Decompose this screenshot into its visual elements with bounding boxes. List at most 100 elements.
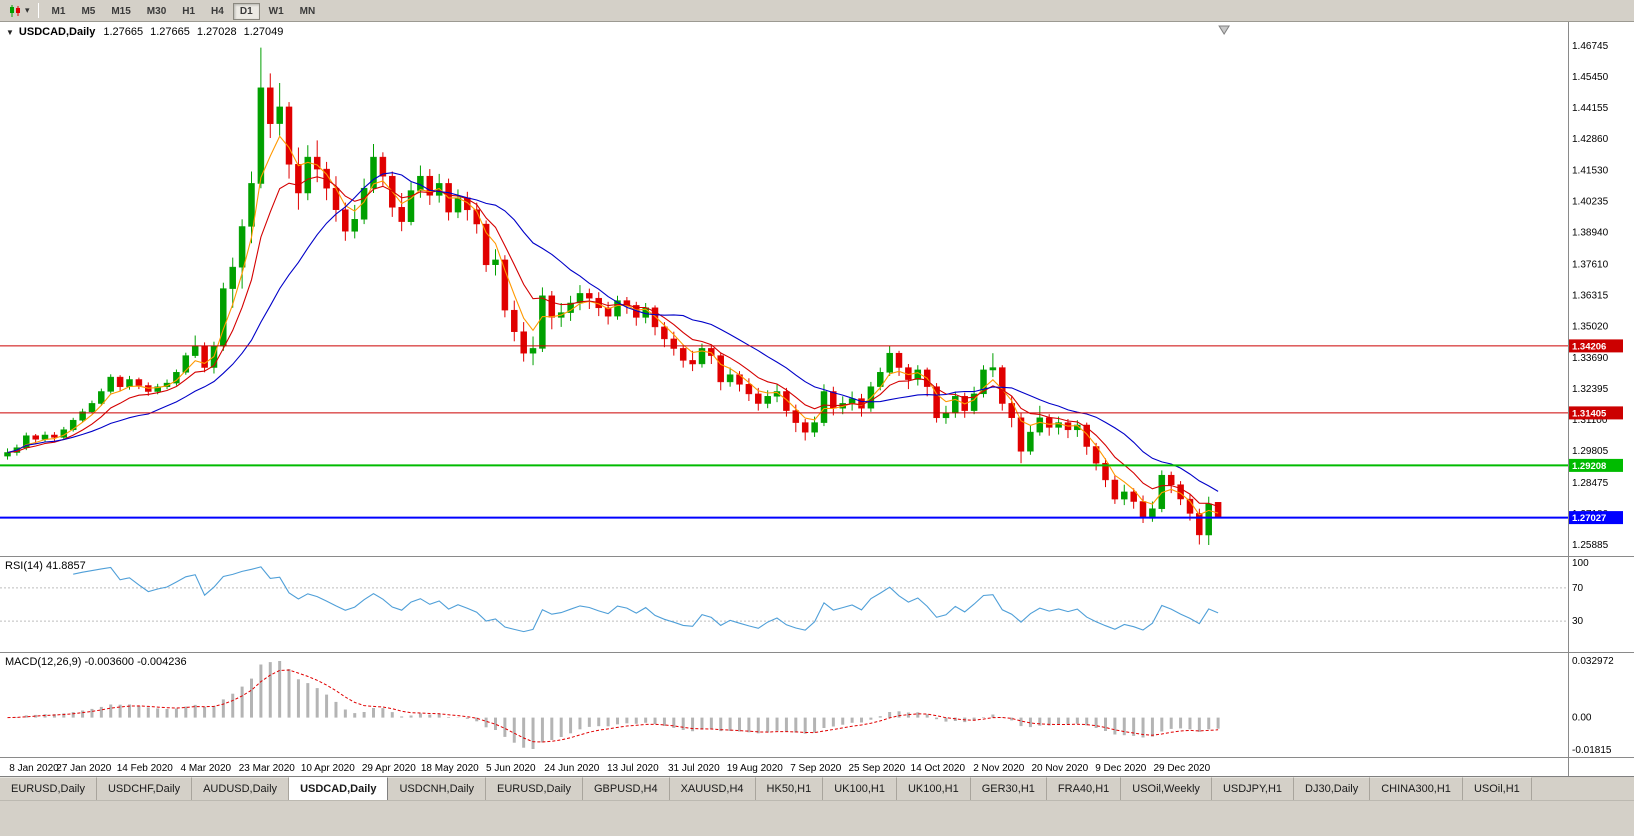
price-axis-label: 1.38940 (1572, 228, 1609, 239)
price-tag-label: 1.29208 (1572, 461, 1606, 472)
price-axis-label: 1.29805 (1572, 446, 1609, 457)
chart-tab-xauusd-h4[interactable]: XAUUSD,H4 (669, 777, 756, 800)
price-axis-label: 1.40235 (1572, 197, 1609, 208)
timeframe-button-d1[interactable]: D1 (232, 3, 260, 20)
timeframe-button-h1[interactable]: H1 (175, 3, 202, 20)
chart-ohlc-header: ▼ USDCAD,Daily 1.27665 1.27665 1.27028 1.2704… (6, 26, 290, 38)
time-axis-label: 10 Apr 2020 (301, 763, 355, 774)
chart-type-icon[interactable] (5, 2, 25, 20)
price-axis-label: 1.32395 (1572, 384, 1609, 395)
macd-indicator-label: MACD(12,26,9) -0.003600 -0.004236 (5, 656, 187, 668)
price-tag (1568, 406, 1623, 420)
price-axis-label: 1.35020 (1572, 321, 1609, 332)
rsi-axis-label: 100 (1572, 558, 1589, 569)
chart-tab-usdcad-daily[interactable]: USDCAD,Daily (289, 777, 389, 800)
price-axis-label: 1.36315 (1572, 290, 1609, 301)
chart-area[interactable]: 1.46745 1.45450 1.44155 1.42860 1.41530 1.402… (0, 22, 1634, 776)
chart-tab-usdcnh-daily[interactable]: USDCNH,Daily (388, 777, 487, 800)
time-axis-label: 31 Jul 2020 (668, 763, 720, 774)
timeframe-button-m30[interactable]: M30 (140, 3, 173, 20)
price-tag-label: 1.31405 (1572, 408, 1607, 419)
time-axis-label: 13 Jul 2020 (607, 763, 659, 774)
chart-tab-hk50-h1[interactable]: HK50,H1 (755, 777, 824, 800)
time-axis-label: 14 Feb 2020 (117, 763, 174, 774)
time-axis-label: 25 Sep 2020 (848, 763, 905, 774)
time-axis-label: 18 May 2020 (421, 763, 479, 774)
rsi-axis-label: 70 (1572, 583, 1584, 594)
chart-tab-eurusd-daily[interactable]: EURUSD,Daily (486, 777, 583, 800)
timeframe-button-w1[interactable]: W1 (262, 3, 291, 20)
chart-tab-eurusd-daily[interactable]: EURUSD,Daily (0, 777, 97, 800)
chart-tab-dj30-daily[interactable]: DJ30,Daily (1294, 777, 1371, 800)
time-axis-label: 14 Oct 2020 (911, 763, 966, 774)
toolbar-dropdown-caret-icon[interactable]: ▾ (25, 5, 30, 15)
timeframe-button-m15[interactable]: M15 (104, 3, 137, 20)
moving-average-slow (7, 172, 1219, 492)
time-axis-label: 20 Nov 2020 (1031, 763, 1088, 774)
macd-axis-label: 0.032972 (1572, 656, 1614, 667)
price-axis-label: 1.28475 (1572, 478, 1609, 489)
chart-tab-usdjpy-h1[interactable]: USDJPY,H1 (1211, 777, 1295, 800)
rsi-axis-label: 30 (1572, 616, 1584, 627)
chart-tabs-bar: EURUSD,Daily USDCHF,Daily AUDUSD,Daily USDC… (0, 776, 1634, 800)
time-axis-label: 24 Jun 2020 (544, 763, 599, 774)
timeframe-button-h4[interactable]: H4 (204, 3, 231, 20)
collapse-ohlc-icon[interactable]: ▼ (6, 28, 14, 37)
chart-tab-fra40-h1[interactable]: FRA40,H1 (1046, 777, 1122, 800)
price-tag (1568, 511, 1623, 525)
chart-tab-usoil-h1[interactable]: USOil,H1 (1462, 777, 1532, 800)
timeframe-button-m5[interactable]: M5 (74, 3, 102, 20)
price-axis-label: 1.42860 (1572, 134, 1609, 145)
price-axis-label: 1.31100 (1572, 415, 1608, 426)
price-tag-label: 1.34206 (1572, 341, 1606, 352)
window-filler (0, 800, 1634, 836)
chart-tab-gbpusd-h4[interactable]: GBPUSD,H4 (583, 777, 670, 800)
chart-type-icon-glyph (10, 4, 20, 17)
macd-signal-line (7, 669, 1219, 743)
time-axis-label: 19 Aug 2020 (727, 763, 784, 774)
price-tag-label: 1.27027 (1572, 513, 1606, 524)
price-axis-label: 1.45450 (1572, 72, 1609, 83)
macd-axis-label: -0.01815 (1572, 745, 1612, 756)
time-axis-label: 23 Mar 2020 (239, 763, 296, 774)
ohlc-close-value: 1.27049 (243, 26, 284, 38)
chart-tab-uk100-h1[interactable]: UK100,H1 (896, 777, 971, 800)
chart-tab-ger30-h1[interactable]: GER30,H1 (970, 777, 1047, 800)
macd-histogram (15, 661, 1220, 749)
price-axis-label: 1.41530 (1572, 166, 1609, 177)
price-axis-label: 1.46745 (1572, 41, 1609, 52)
time-axis-label: 29 Apr 2020 (362, 763, 416, 774)
chart-tab-usoil-weekly[interactable]: USOil,Weekly (1121, 777, 1212, 800)
time-axis-label: 29 Dec 2020 (1153, 763, 1210, 774)
ohlc-high-value: 1.27665 (150, 26, 190, 38)
price-axis-label: 1.25885 (1572, 540, 1609, 551)
macd-axis-label: 0.00 (1572, 713, 1592, 724)
timeframe-button-mn[interactable]: MN (293, 3, 323, 20)
chart-tab-uk100-h1[interactable]: UK100,H1 (823, 777, 897, 800)
time-axis-label: 8 Jan 2020 (9, 763, 59, 774)
price-axis-label: 1.37610 (1572, 259, 1609, 270)
time-axis-label: 2 Nov 2020 (973, 763, 1025, 774)
toolbar-separator (37, 3, 39, 18)
chart-symbol-label: USDCAD,Daily (18, 26, 96, 38)
time-axis-label: 9 Dec 2020 (1095, 763, 1147, 774)
price-tag (1568, 458, 1623, 472)
timeframe-buttons: M1 M5 M15 M30 H1 H4 D1 W1 MN (44, 1, 324, 20)
price-tag (1568, 339, 1623, 353)
chart-tab-china300-h1[interactable]: CHINA300,H1 (1370, 777, 1463, 800)
chart-background (0, 22, 1634, 776)
time-axis-label: 7 Sep 2020 (790, 763, 842, 774)
ohlc-low-value: 1.27028 (196, 26, 237, 38)
chart-shift-marker-icon[interactable] (1218, 25, 1231, 35)
moving-average-fast (7, 135, 1219, 516)
price-axis-label: 1.33690 (1572, 353, 1609, 364)
timeframe-button-m1[interactable]: M1 (45, 3, 73, 20)
rsi-indicator-label: RSI(14) 41.8857 (5, 560, 86, 572)
chart-canvas[interactable]: 1.46745 1.45450 1.44155 1.42860 1.41530 1.402… (0, 22, 1634, 776)
time-axis-label: 27 Jan 2020 (56, 763, 111, 774)
time-axis-label: 4 Mar 2020 (181, 763, 232, 774)
ohlc-open-value: 1.27665 (103, 26, 144, 38)
chart-tab-usdchf-daily[interactable]: USDCHF,Daily (96, 777, 193, 800)
chart-tab-audusd-daily[interactable]: AUDUSD,Daily (192, 777, 290, 800)
